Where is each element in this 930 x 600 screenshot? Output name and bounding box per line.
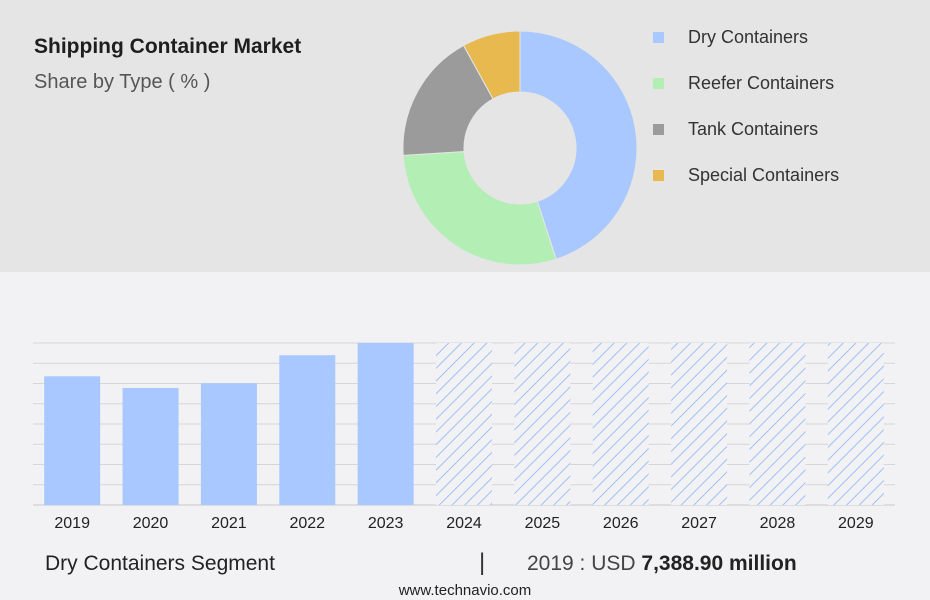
value-prefix: 2019 : USD xyxy=(527,552,636,575)
x-tick-label: 2026 xyxy=(603,515,639,532)
legend-swatch xyxy=(653,31,664,43)
legend-label: Reefer Containers xyxy=(688,72,835,93)
legend-label: Special Containers xyxy=(688,164,840,185)
donut-slice-special-containers xyxy=(462,30,521,100)
legend-item-reefer-containers: Reefer Containers xyxy=(653,60,839,106)
bar-chart: 2019 2020 2021 2022 2023 2024 2025 2026 2027 2028… xyxy=(33,342,895,532)
legend-swatch xyxy=(653,77,664,89)
legend-item-tank-containers: Tank Containers xyxy=(653,106,839,152)
donut-slice-dry-containers xyxy=(519,30,638,260)
x-tick-label: 2025 xyxy=(525,515,561,532)
segment-label: Dry Containers Segment xyxy=(45,552,275,575)
x-tick-label: 2024 xyxy=(446,515,482,532)
forecast-bar-2028 xyxy=(749,343,806,505)
chart-title: Shipping Container Market xyxy=(34,35,302,58)
chart-subtitle: Share by Type ( % ) xyxy=(34,71,211,93)
donut-chart xyxy=(402,30,638,266)
bar-2019 xyxy=(44,376,101,505)
x-tick-label: 2027 xyxy=(681,515,717,532)
segment-value: 2019 : USD 7,388.90 million xyxy=(527,552,797,576)
legend-swatch xyxy=(653,169,664,181)
source-link[interactable]: www.technavio.com xyxy=(398,582,532,599)
bar-2021 xyxy=(200,383,257,505)
forecast-bar-2026 xyxy=(592,343,649,505)
bar-2020 xyxy=(122,387,179,505)
forecast-bar-2027 xyxy=(671,343,728,505)
x-tick-label: 2023 xyxy=(368,515,404,532)
bar-2023 xyxy=(357,343,414,505)
forecast-bar-2024 xyxy=(436,343,492,505)
value-amount: 7,388.90 million xyxy=(641,552,797,575)
forecast-bar-2025 xyxy=(514,343,571,505)
legend-swatch xyxy=(653,123,664,135)
x-tick-label: 2029 xyxy=(838,515,874,532)
x-tick-label: 2028 xyxy=(760,515,796,532)
forecast-bar-2029 xyxy=(827,343,884,505)
legend-item-special-containers: Special Containers xyxy=(653,152,839,198)
x-tick-label: 2022 xyxy=(289,515,325,532)
legend: Dry Containers Reefer Containers Tank Cont… xyxy=(653,14,839,198)
legend-label: Dry Containers xyxy=(688,26,809,47)
x-tick-label: 2019 xyxy=(54,515,90,532)
x-tick-label: 2020 xyxy=(133,515,169,532)
footer-separator: | xyxy=(479,549,486,576)
donut-slice-reefer-containers xyxy=(402,150,557,266)
legend-item-dry-containers: Dry Containers xyxy=(653,14,839,60)
legend-label: Tank Containers xyxy=(688,118,819,139)
x-tick-label: 2021 xyxy=(211,515,247,532)
bar-2022 xyxy=(279,355,336,505)
